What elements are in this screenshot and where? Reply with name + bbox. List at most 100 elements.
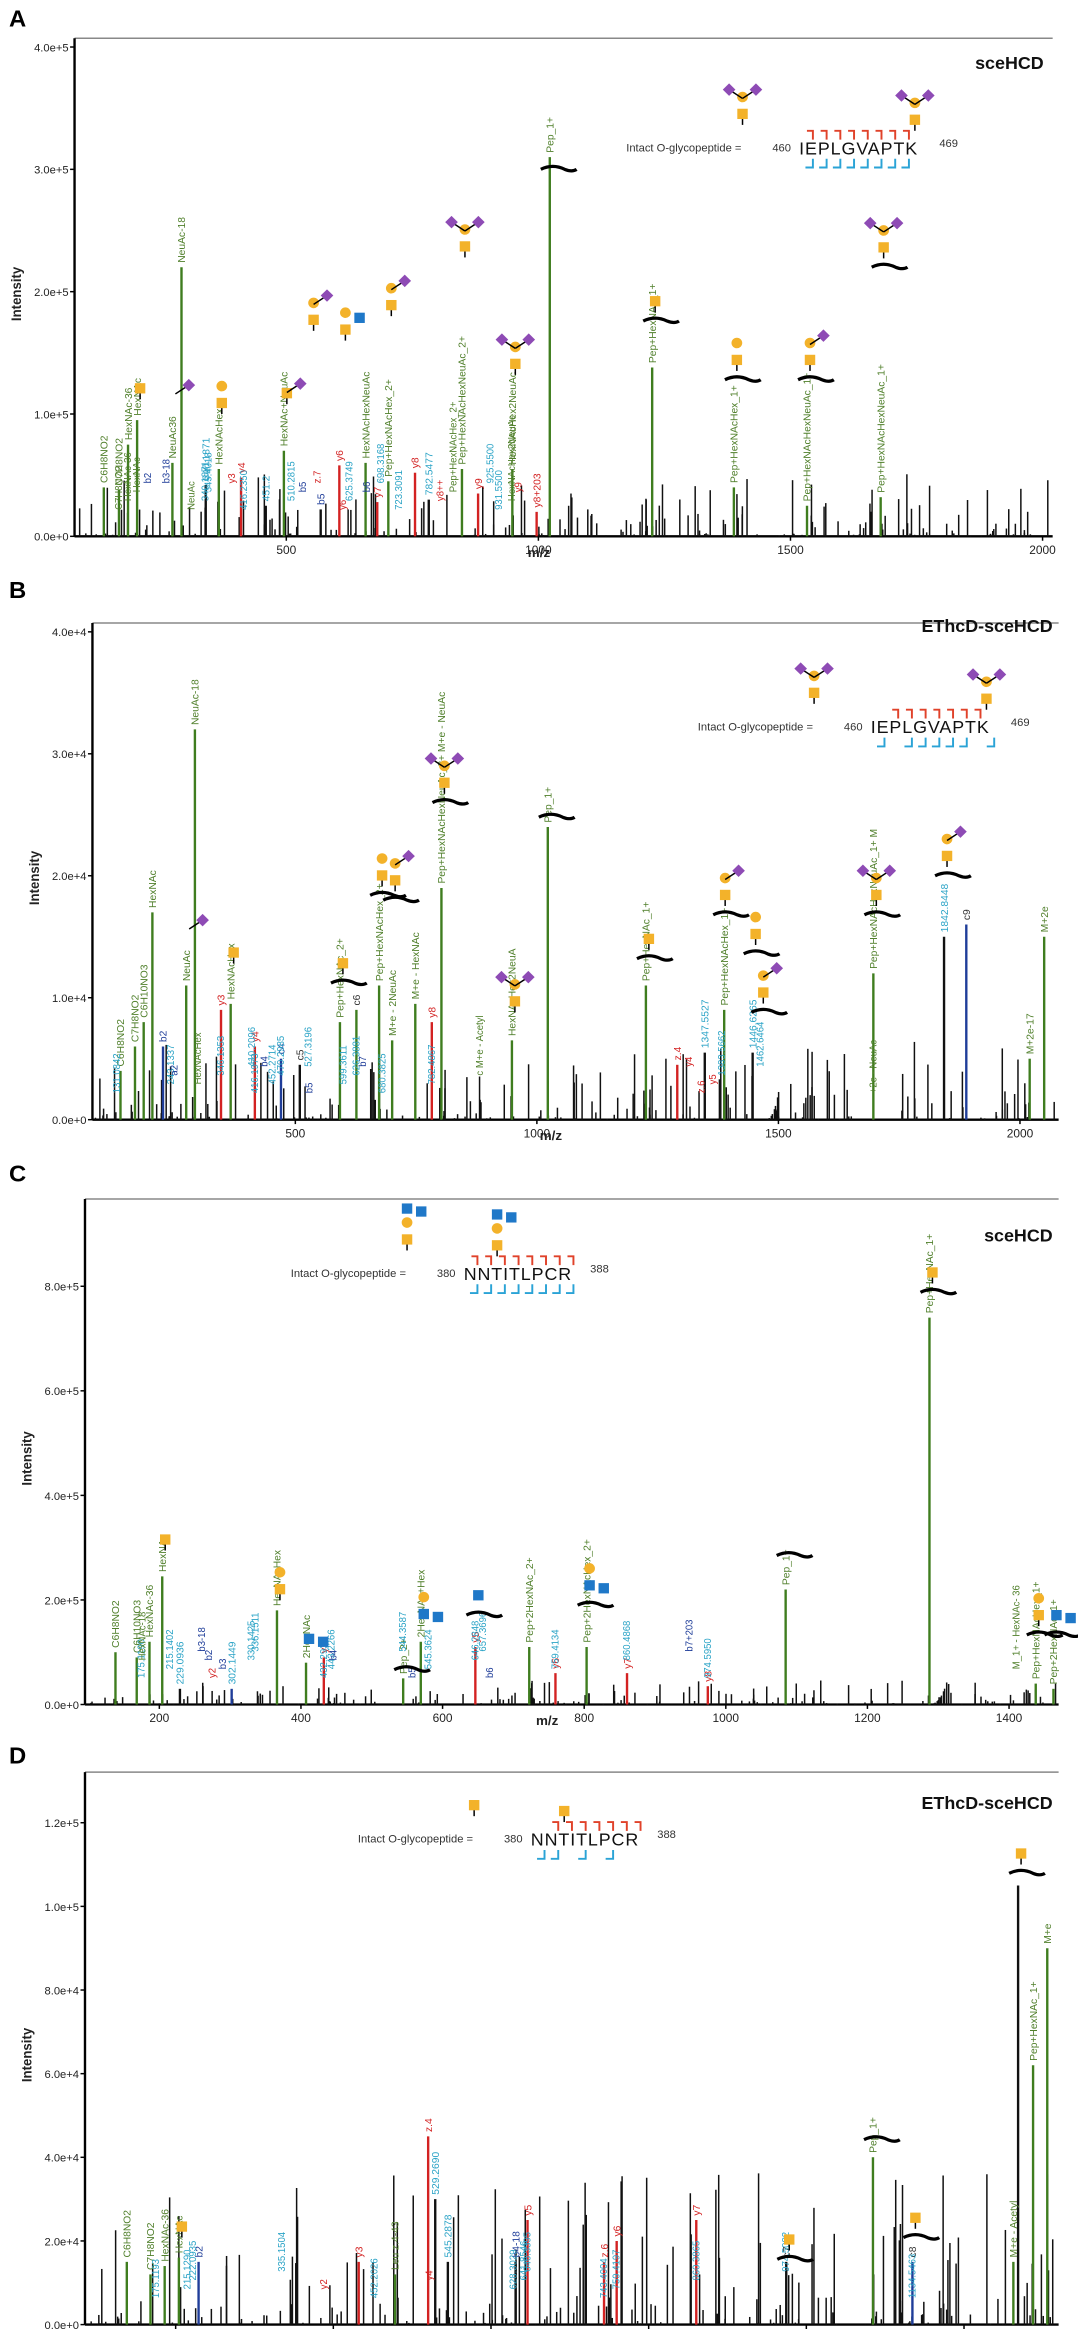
fragment-label: b5: [298, 482, 309, 493]
peptide-backbone-icon: [712, 910, 750, 918]
c-ion-bracket: [904, 737, 913, 748]
fragment-label: 626.3881: [351, 1036, 362, 1076]
galactose-circle-icon: [1033, 1592, 1045, 1604]
glycan-icon: [895, 89, 935, 131]
fragment-label: b5: [304, 1083, 315, 1094]
glycan-icon: [775, 1550, 814, 1559]
c-ion-bracket: [877, 737, 886, 748]
galnac-square-icon: [871, 889, 882, 901]
fragment-label: b3: [218, 1659, 229, 1670]
fragment-label: b2: [143, 473, 154, 484]
peak-label: Pep_1+: [869, 2117, 880, 2153]
galnac-square-icon: [808, 687, 820, 698]
glycan-icon: [188, 913, 209, 930]
galnac-square-icon: [643, 933, 655, 945]
c-ion-bracket: [578, 1849, 587, 1860]
fragment-label: 1383.5662: [717, 1030, 728, 1075]
peak-label: y6: [612, 2225, 623, 2236]
fragment-label: y2: [319, 2279, 330, 2289]
z-ion-bracket: [567, 1255, 575, 1266]
neuac-diamond-icon: [445, 215, 458, 229]
y-tick-label: 1.0e+5: [34, 409, 68, 421]
glycopeptide-sequence-annotation: Intact O-glycopeptide = 380 NNTITLPCR 388: [291, 1203, 609, 1295]
glcnac-square-icon: [303, 1633, 315, 1644]
peak-label: HexNAc-36: [145, 1585, 156, 1638]
z-ion-bracket: [553, 1255, 561, 1266]
peak-label: NeuAc-18: [191, 679, 202, 725]
glycan-icon: [495, 333, 536, 375]
glycan-icon: [636, 933, 674, 962]
peak-label: y4: [237, 462, 248, 473]
galactose-circle-icon: [878, 225, 890, 236]
z-ion-bracket: [892, 708, 900, 719]
neuac-diamond-icon: [821, 662, 834, 675]
fragment-label: b6: [362, 482, 373, 493]
glcnac-square-icon: [598, 1583, 609, 1594]
x-tick-label: 500: [276, 543, 296, 557]
peak-label: y3: [319, 1642, 330, 1653]
glcnac-square-icon: [432, 1611, 444, 1623]
fragment-label: 860.3865: [691, 2241, 702, 2281]
y-tick-label: 6.0e+5: [45, 1386, 79, 1398]
galactose-circle-icon: [308, 297, 319, 309]
glcnac-square-icon: [418, 1608, 429, 1620]
neuac-diamond-icon: [749, 83, 763, 96]
peptide-backbone-icon: [742, 949, 781, 957]
noise-peaks: [94, 1041, 1055, 1120]
fragment-label: 346.1353: [216, 1036, 227, 1076]
glycan-icon: [303, 1633, 329, 1647]
peak-label: b2: [159, 1030, 170, 1042]
galactose-circle-icon: [389, 858, 401, 869]
figure-root: A 0.0e+0 1.0e+5 2.0e+5 3.0e+5 4.0e+5 500 1000 15…: [9, 7, 1078, 2329]
glcnac-square-icon: [415, 1206, 427, 1217]
sequence-end-number: 469: [1011, 717, 1030, 729]
peak-label: c6: [352, 994, 363, 1005]
z-ion-bracket: [607, 1821, 615, 1831]
fragment-label: HexNAcHex2NeuAc: [507, 415, 518, 501]
glcnac-square-icon: [473, 1590, 484, 1601]
neuac-diamond-icon: [182, 378, 196, 392]
galactose-circle-icon: [909, 97, 921, 109]
peak-label: Pep+2HexNAcHex_2+: [582, 1539, 593, 1642]
peak-label: Pep+HexNAcHex_2+: [384, 379, 395, 477]
peak-label: y3: [354, 2246, 365, 2257]
fragment-label: HexNAcHex: [193, 1032, 204, 1084]
fragment-label: y2: [207, 1668, 218, 1678]
sequence-start-number: 380: [504, 1834, 523, 1846]
galnac-square-icon: [510, 358, 521, 369]
fragment-label: y3: [227, 473, 238, 483]
galnac-square-icon: [281, 388, 293, 399]
peak-label: z.6: [600, 2243, 611, 2257]
glycan-icon: [340, 307, 365, 341]
c-ion-bracket: [860, 158, 869, 169]
x-tick-label: 1500: [765, 1126, 792, 1140]
fragment-label: 432.2939: [319, 1638, 330, 1678]
glycopeptide-caption: Intact O-glycopeptide =: [698, 721, 813, 733]
c-ion-bracket: [550, 1849, 560, 1860]
c-ion-bracket: [565, 1284, 575, 1295]
peak-label: C6H8NO2: [122, 2210, 133, 2258]
glycan-icon: [966, 668, 1007, 710]
glycan-icon: [576, 1563, 615, 1609]
x-tick-label: 2000: [1029, 543, 1056, 557]
peak-label: C6H8NO2: [111, 1600, 122, 1648]
neuac-diamond-icon: [521, 970, 535, 984]
fragment-label: 452.2714: [267, 1044, 278, 1084]
panel-letter: A: [9, 7, 26, 33]
glycan-icon: [934, 825, 972, 879]
x-tick-label: 1000: [713, 1711, 740, 1725]
glycopeptide-caption: Intact O-glycopeptide =: [626, 142, 741, 154]
z-ion-bracket: [565, 1821, 573, 1831]
fragment-label: b7+203: [684, 1619, 695, 1651]
glycan-icon: [540, 164, 578, 173]
peptide-backbone-icon: [902, 2233, 941, 2241]
peak-label: y7: [373, 487, 384, 498]
sequence-end-number: 388: [590, 1264, 609, 1276]
peptide-backbone-icon: [1026, 1630, 1064, 1639]
peptide-backbone-icon: [538, 812, 576, 821]
peak-label: Pep+HexNAcHexNeuAc_1+: [803, 373, 814, 502]
peptide-backbone-icon: [369, 890, 407, 899]
c-ion-bracket: [511, 1284, 520, 1295]
peak-label: y8: [411, 457, 422, 468]
y-tick-label: 2.0e+5: [34, 287, 68, 299]
